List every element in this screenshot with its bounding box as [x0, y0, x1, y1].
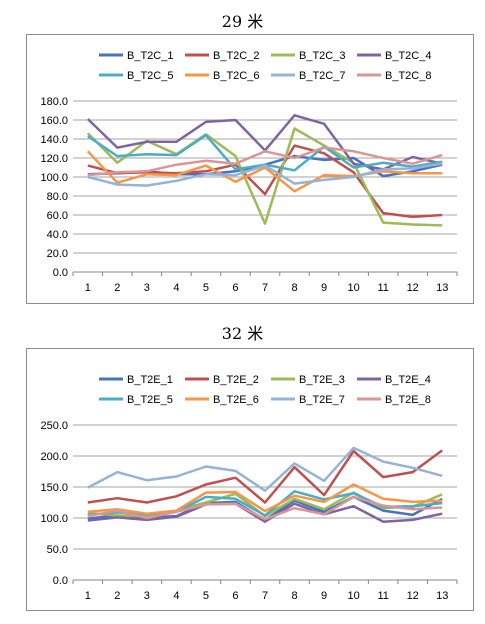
series-line: [86, 150, 443, 193]
x-tick-label: 4: [173, 282, 179, 294]
y-tick-label: 200.0: [40, 451, 68, 463]
x-tick-label: 4: [173, 590, 179, 602]
x-tick-label: 2: [114, 282, 120, 294]
chart-title: 29 米: [221, 12, 264, 31]
x-tick-label: 11: [377, 590, 388, 602]
series-line: [87, 449, 443, 504]
x-tick-label: 12: [407, 590, 419, 602]
y-tick-label: 150.0: [40, 482, 68, 494]
legend-label: B_T2E_1: [127, 374, 173, 386]
y-tick-label: 250.0: [40, 420, 68, 432]
x-tick-label: 6: [232, 282, 238, 294]
y-tick-label: 180.0: [40, 96, 68, 108]
legend-label: B_T2C_3: [299, 50, 345, 62]
chart-frame: B_T2E_1 B_T2E_2 B_T2E_3 B_T2E_4 B_T2E_5 B_T2E…: [26, 348, 474, 611]
line-chart-29: B_T2C_1 B_T2C_2 B_T2C_3 B_T2C_4 B_T2C_5 B_T2C…: [40, 50, 458, 294]
series-line: [87, 162, 443, 187]
x-tick-label: 13: [436, 282, 448, 294]
y-tick-label: 40.0: [47, 229, 68, 241]
y-tick-label: 50.0: [47, 544, 68, 556]
x-tick-label: 8: [291, 282, 297, 294]
y-tick-label: 80.0: [47, 191, 68, 203]
legend-label: B_T2C_1: [127, 50, 173, 62]
y-tick-label: 120.0: [40, 153, 68, 165]
legend-label: B_T2C_8: [385, 70, 431, 82]
y-tick-label: 140.0: [40, 134, 68, 146]
y-tick-label: 0.0: [53, 267, 68, 279]
x-tick-label: 3: [144, 282, 150, 294]
x-tick-label: 10: [347, 590, 359, 602]
series-line: [87, 502, 443, 523]
legend-label: B_T2C_6: [213, 70, 259, 82]
x-tick-label: 8: [291, 590, 297, 602]
x-tick-label: 1: [85, 590, 91, 602]
y-tick-label: 60.0: [47, 210, 68, 222]
legend-label: B_T2C_5: [127, 70, 173, 82]
legend-label: B_T2E_4: [385, 374, 431, 386]
series-line: [87, 446, 443, 492]
x-tick-label: 7: [262, 282, 268, 294]
chart-frame: B_T2C_1 B_T2C_2 B_T2C_3 B_T2C_4 B_T2C_5 B_T2C…: [26, 34, 474, 304]
legend-label: B_T2E_3: [299, 374, 345, 386]
x-tick-label: 11: [377, 282, 388, 294]
y-tick-label: 100.0: [40, 513, 68, 525]
x-tick-label: 7: [262, 590, 268, 602]
x-tick-label: 13: [436, 590, 448, 602]
legend-label: B_T2E_7: [299, 394, 345, 406]
x-tick-label: 9: [321, 590, 327, 602]
legend-label: B_T2C_4: [385, 50, 431, 62]
series-line: [87, 144, 443, 219]
series-line: [87, 495, 443, 521]
x-tick-label: 10: [347, 282, 359, 294]
y-tick-label: 0.0: [53, 575, 68, 587]
x-tick-label: 5: [203, 590, 209, 602]
y-tick-label: 20.0: [47, 248, 68, 260]
x-tick-label: 1: [85, 282, 91, 294]
x-tick-label: 6: [232, 590, 238, 602]
y-tick-label: 100.0: [40, 172, 68, 184]
legend-label: B_T2E_2: [213, 374, 259, 386]
legend-label: B_T2E_6: [213, 394, 259, 406]
y-tick-label: 160.0: [40, 115, 68, 127]
x-tick-label: 5: [203, 282, 209, 294]
legend-label: B_T2E_5: [127, 394, 173, 406]
legend-label: B_T2C_2: [213, 50, 259, 62]
series-line: [87, 146, 443, 177]
legend-label: B_T2C_7: [299, 70, 345, 82]
legend-label: B_T2E_8: [385, 394, 431, 406]
line-chart-32: B_T2E_1 B_T2E_2 B_T2E_3 B_T2E_4 B_T2E_5 B_T2E…: [40, 374, 458, 602]
series-line: [87, 483, 443, 515]
x-tick-label: 12: [407, 282, 419, 294]
x-tick-label: 3: [144, 590, 150, 602]
chart-title: 32 米: [221, 324, 264, 343]
x-tick-label: 2: [114, 590, 120, 602]
series-line: [86, 114, 443, 171]
x-tick-label: 9: [321, 282, 327, 294]
